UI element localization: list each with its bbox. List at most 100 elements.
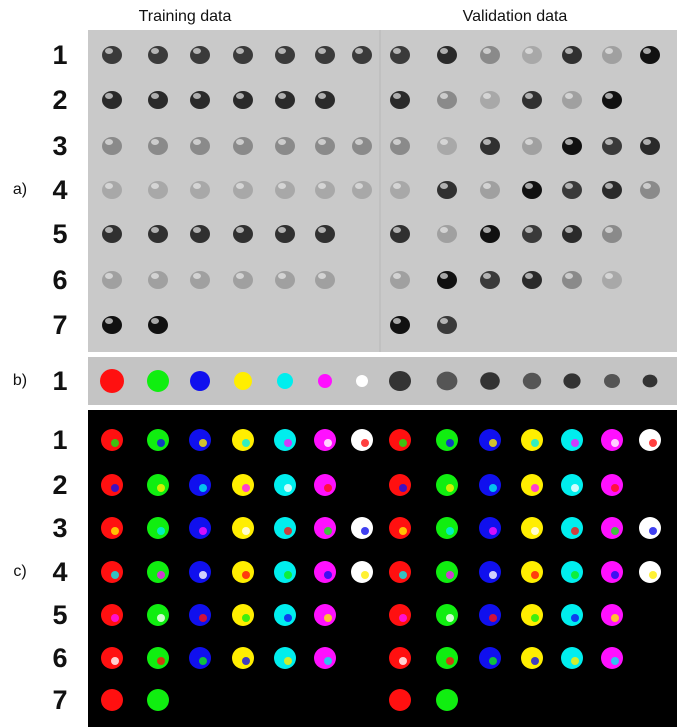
header-training: Training data [139,8,232,25]
blob-patch [399,657,407,665]
blob [102,271,122,289]
blob-patch [531,439,539,447]
blob [479,561,501,583]
blob [314,429,336,451]
blob-highlight [318,93,326,99]
blob [522,271,542,289]
blob [389,474,411,496]
blob [147,429,169,451]
blob [232,561,254,583]
blob [602,225,622,243]
blob-highlight [643,139,651,145]
blob-highlight [440,227,448,233]
blob-patch [157,439,165,447]
blob [147,647,169,669]
blob-highlight [318,139,326,145]
blob-patch [489,571,497,579]
blob [147,561,169,583]
blob [189,561,211,583]
blob-patch [111,699,119,707]
blob-patch [571,614,579,622]
blob [147,517,169,539]
blob-patch [361,571,369,579]
blob-highlight [151,273,159,279]
blob-patch [324,484,332,492]
blob-highlight [525,183,533,189]
blob-patch [571,571,579,579]
blob [521,604,543,626]
blob [522,225,542,243]
blob-patch [242,657,250,665]
blob-highlight [393,139,401,145]
blob-patch [157,484,165,492]
blob [275,225,295,243]
blob [521,647,543,669]
blob [315,91,335,109]
blob-highlight [318,273,326,279]
blob [601,429,623,451]
blob-highlight [605,48,613,54]
blob-patch [399,699,407,707]
blob-highlight [605,93,613,99]
blob [101,689,123,711]
blob [437,271,457,289]
blob-patch [242,571,250,579]
blob [522,137,542,155]
panel-label: c) [13,563,26,580]
blob [148,271,168,289]
blob-patch [611,484,619,492]
blob-highlight [565,93,573,99]
blob-patch [199,484,207,492]
blob-patch [649,571,657,579]
blob [562,271,582,289]
blob-highlight [318,183,326,189]
blob [437,225,457,243]
blob-patch [157,699,165,707]
blob [389,647,411,669]
row-label: 2 [52,470,67,500]
blob [100,369,124,393]
blob-highlight [318,48,326,54]
blob [390,181,410,199]
header-validation: Validation data [463,8,568,25]
blob [351,517,373,539]
blob [148,181,168,199]
blob-highlight [393,318,401,324]
blob [601,647,623,669]
blob-highlight [393,93,401,99]
blob-patch [446,439,454,447]
blob-highlight [278,48,286,54]
blob-patch [111,614,119,622]
blob [479,647,501,669]
blob [523,373,541,389]
blob-patch [571,439,579,447]
blob [148,225,168,243]
blob [147,370,169,392]
blob [521,517,543,539]
blob-patch [531,657,539,665]
blob-highlight [393,227,401,233]
blob-patch [531,527,539,535]
blob [274,474,296,496]
blob [315,46,335,64]
blob-patch [199,614,207,622]
blob [640,137,660,155]
blob-highlight [105,318,113,324]
blob [562,225,582,243]
blob-patch [446,484,454,492]
blob [232,474,254,496]
blob-highlight [355,139,363,145]
blob [436,647,458,669]
row-label: 3 [52,513,67,543]
blob [314,647,336,669]
blob-highlight [151,48,159,54]
blob [480,271,500,289]
blob [275,91,295,109]
blob-patch [571,484,579,492]
blob [389,689,411,711]
blob [521,474,543,496]
blob [190,371,210,391]
blob-highlight [605,139,613,145]
blob-patch [284,484,292,492]
blob-highlight [525,139,533,145]
